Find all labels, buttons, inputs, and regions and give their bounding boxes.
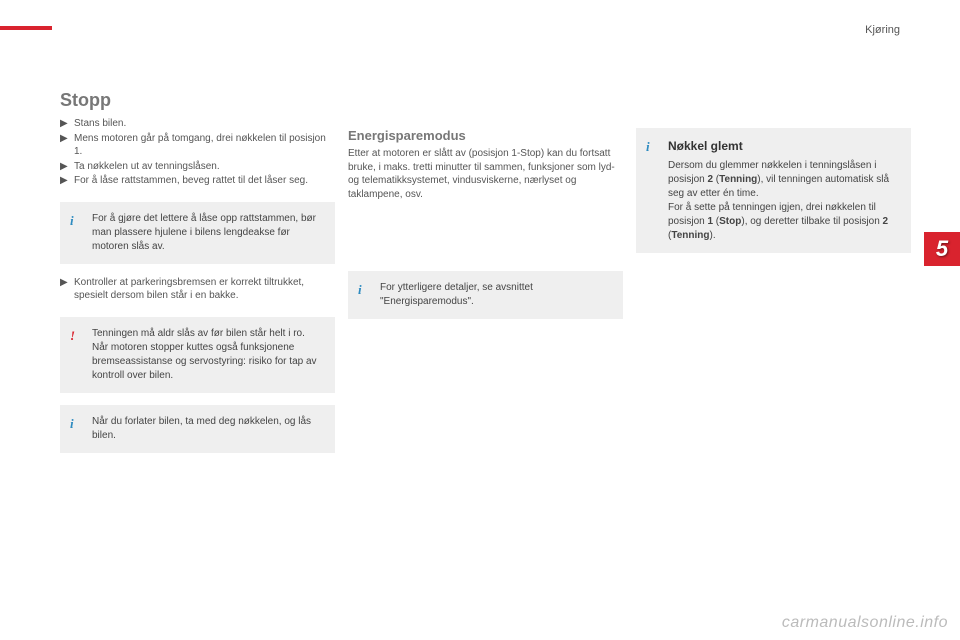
- warning-box-ignition: ! Tenningen må aldr slås av før bilen st…: [60, 317, 335, 393]
- bullet-arrow-icon: ▶: [60, 132, 74, 159]
- bullet-item: ▶For å låse rattstammen, beveg rattet ti…: [60, 174, 335, 188]
- info-icon: i: [358, 281, 372, 295]
- bullet-item: ▶Stans bilen.: [60, 117, 335, 131]
- key-forgotten-para1: Dersom du glemmer nøkkelen i tenningslås…: [668, 160, 889, 199]
- info-icon: i: [70, 212, 84, 226]
- text-fragment: ), og deretter tilbake til posisjon: [741, 216, 882, 227]
- bullet-text: For å låse rattstammen, beveg rattet til…: [74, 174, 335, 188]
- key-forgotten-para2: For å sette på tenningen igjen, drei nøk…: [668, 202, 888, 241]
- bullet-item: ▶Ta nøkkelen ut av tenningslåsen.: [60, 160, 335, 174]
- bullet-arrow-icon: ▶: [60, 276, 74, 303]
- stopp-title: Stopp: [60, 90, 335, 111]
- warning-text: Tenningen må aldr slås av før bilen står…: [92, 328, 317, 381]
- info-box-energi-ref: i For ytterligere detaljer, se avsnittet…: [348, 271, 623, 319]
- page-content: Stopp ▶Stans bilen. ▶Mens motoren går på…: [60, 90, 910, 610]
- bold-label: Tenning: [719, 174, 757, 185]
- bullet-text: Stans bilen.: [74, 117, 335, 131]
- bullet-text: Mens motoren går på tomgang, drei nøkkel…: [74, 132, 335, 159]
- column-nokkel-glemt: i Nøkkel glemt Dersom du glemmer nøkkele…: [636, 128, 911, 265]
- bullet-text: Ta nøkkelen ut av tenningslåsen.: [74, 160, 335, 174]
- energi-para: Etter at motoren er slått av (posisjon 1…: [348, 147, 623, 201]
- bullet-arrow-icon: ▶: [60, 174, 74, 188]
- watermark: carmanualsonline.info: [782, 614, 948, 632]
- bullet-item: ▶Kontroller at parkeringsbremsen er korr…: [60, 276, 335, 303]
- bullet-item: ▶Mens motoren går på tomgang, drei nøkke…: [60, 132, 335, 159]
- bold-label: Tenning: [671, 230, 709, 241]
- stopp-bullets: ▶Stans bilen. ▶Mens motoren går på tomga…: [60, 117, 335, 188]
- info-text: For å gjøre det lettere å låse opp ratts…: [92, 213, 316, 252]
- bullet-arrow-icon: ▶: [60, 117, 74, 131]
- energi-title: Energisparemodus: [348, 128, 623, 143]
- text-fragment: ).: [709, 230, 715, 241]
- stopp-bullets-2: ▶Kontroller at parkeringsbremsen er korr…: [60, 276, 335, 303]
- bold-label: Stop: [719, 216, 741, 227]
- bullet-text: Kontroller at parkeringsbremsen er korre…: [74, 276, 335, 303]
- accent-bar: [0, 26, 52, 30]
- info-box-unlock-tip: i For å gjøre det lettere å låse opp rat…: [60, 202, 335, 264]
- key-forgotten-title: Nøkkel glemt: [668, 138, 899, 155]
- info-text: Når du forlater bilen, ta med deg nøkkel…: [92, 416, 311, 441]
- info-icon: i: [646, 138, 660, 152]
- info-text: For ytterligere detaljer, se avsnittet "…: [380, 282, 533, 307]
- info-icon: i: [70, 415, 84, 429]
- info-box-key-forgotten: i Nøkkel glemt Dersom du glemmer nøkkele…: [636, 128, 911, 253]
- section-badge: 5: [924, 232, 960, 266]
- info-box-take-key: i Når du forlater bilen, ta med deg nøkk…: [60, 405, 335, 453]
- column-stopp: Stopp ▶Stans bilen. ▶Mens motoren går på…: [60, 90, 335, 465]
- header-section-label: Kjøring: [865, 24, 900, 36]
- warning-icon: !: [70, 327, 84, 341]
- bold-position: 2: [883, 216, 889, 227]
- column-energisparemodus: Energisparemodus Etter at motoren er slå…: [348, 128, 623, 331]
- bullet-arrow-icon: ▶: [60, 160, 74, 174]
